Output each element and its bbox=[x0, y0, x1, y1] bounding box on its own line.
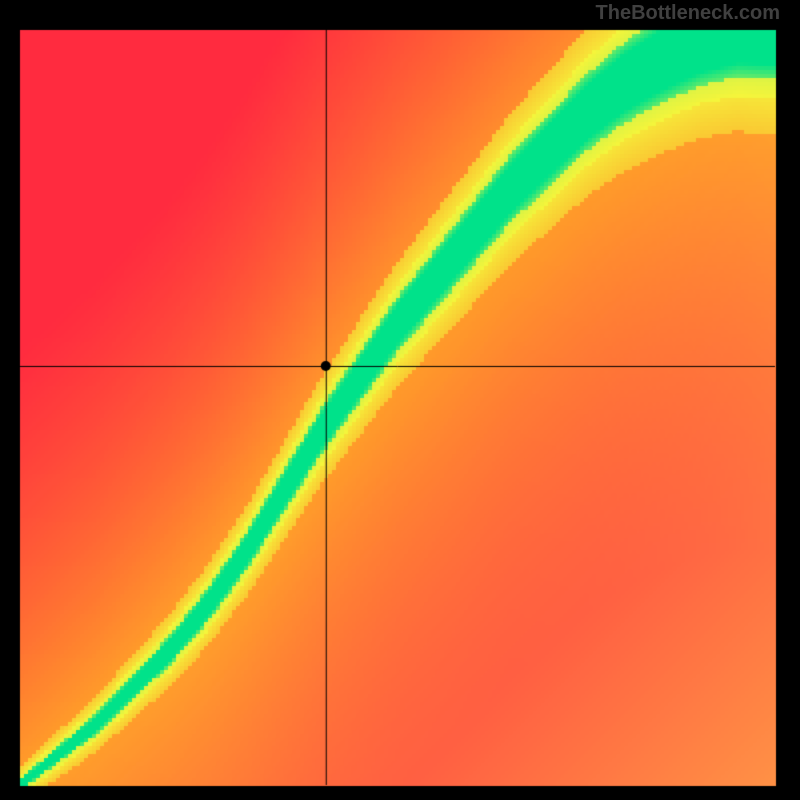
chart-container: TheBottleneck.com bbox=[0, 0, 800, 800]
watermark-text: TheBottleneck.com bbox=[596, 2, 780, 25]
bottleneck-heatmap bbox=[0, 0, 800, 800]
